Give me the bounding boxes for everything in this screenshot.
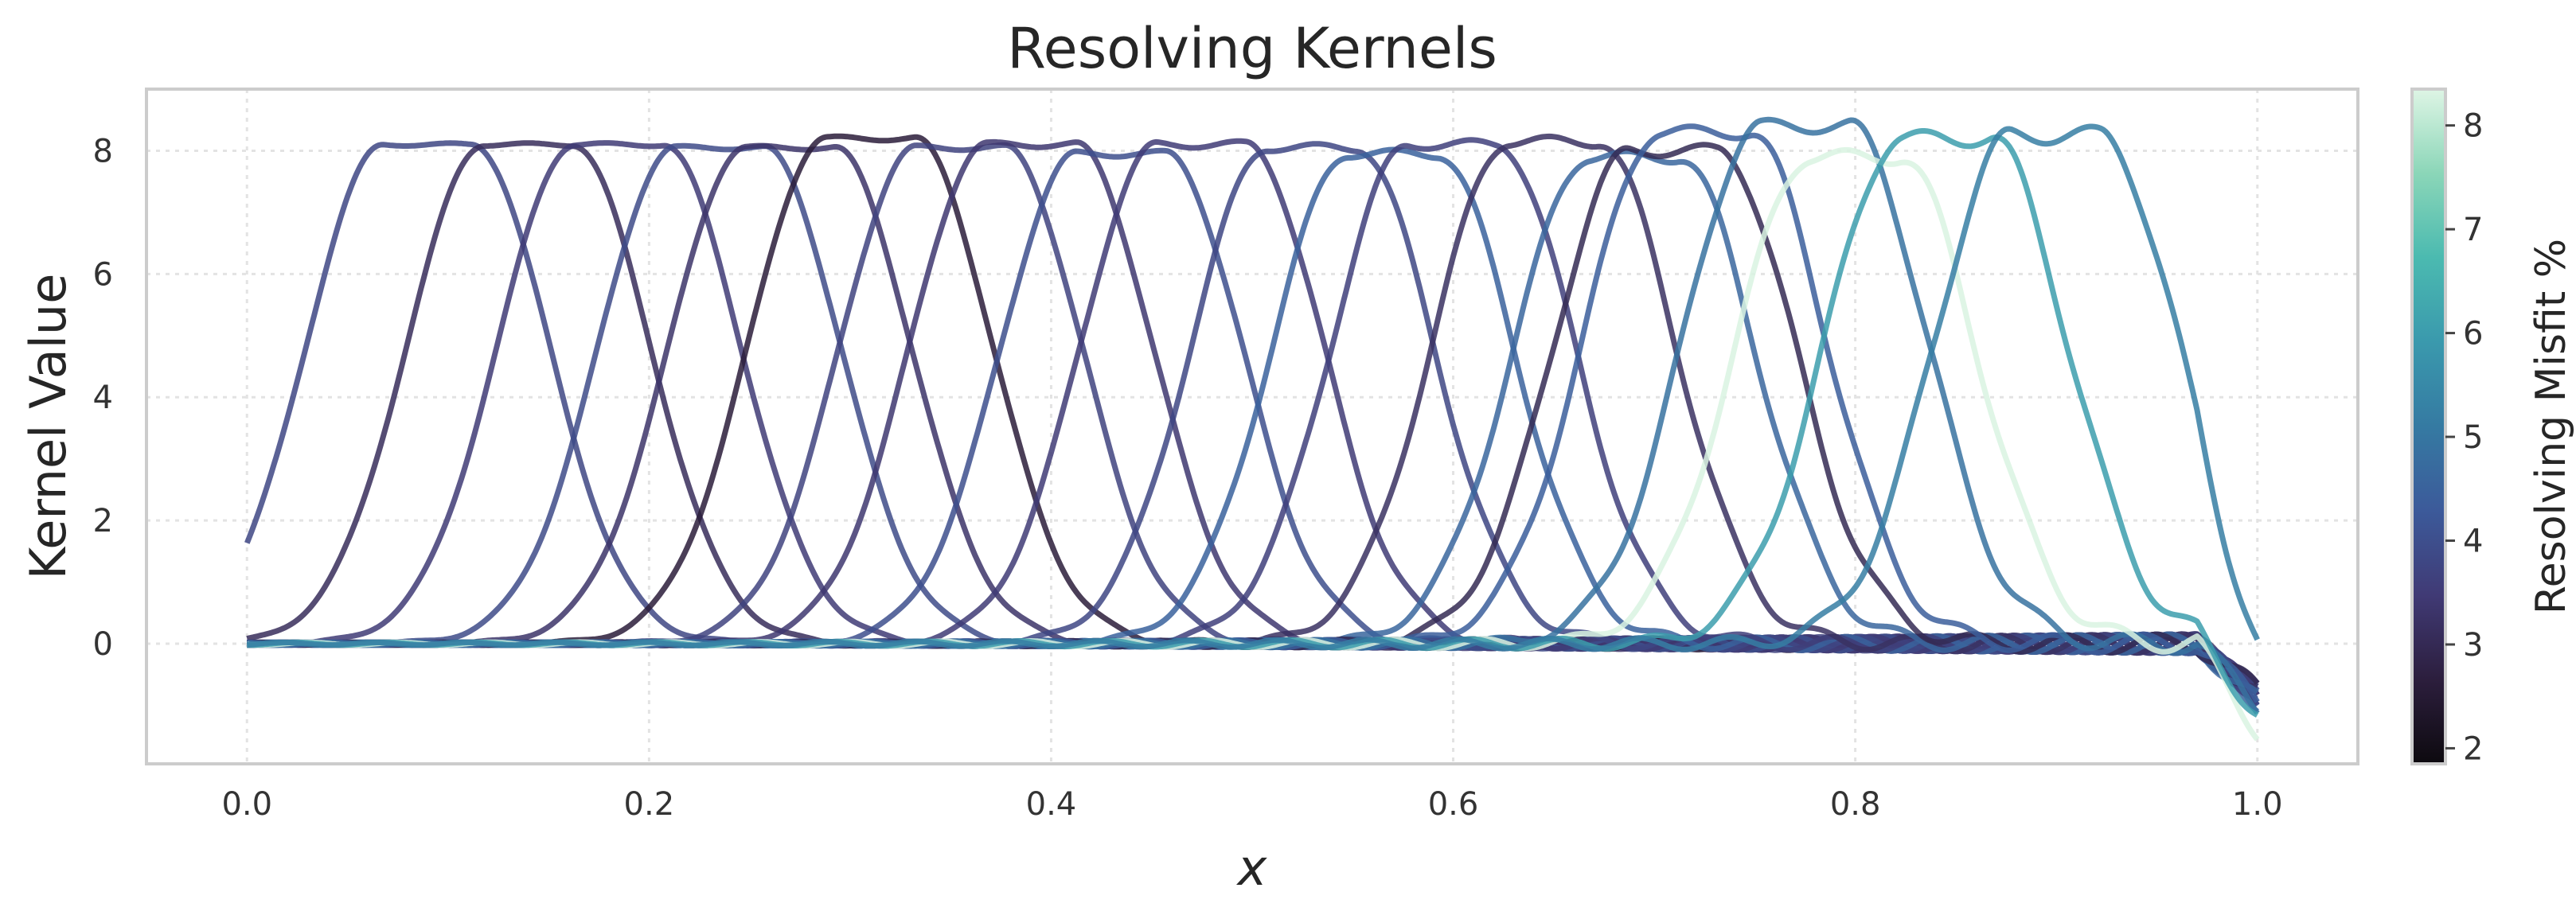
colorbar-tick-label: 7 (2463, 212, 2483, 248)
colorbar-tick-label: 2 (2463, 730, 2483, 767)
colorbar-tick-label: 3 (2463, 627, 2483, 664)
kernel-series (244, 116, 2260, 742)
x-tick-label: 0.4 (1026, 786, 1077, 823)
x-tick-label: 0.2 (624, 786, 675, 823)
colorbar-ticks: 2 3 4 5 6 7 8 (2445, 108, 2483, 767)
x-tick-label: 1.0 (2232, 786, 2283, 823)
x-tick-label: 0.0 (221, 786, 272, 823)
kernel-line (246, 123, 2260, 652)
colorbar-tick-label: 8 (2463, 108, 2483, 145)
chart-title: Resolving Kernels (1007, 16, 1497, 81)
y-axis-ticks: 0 2 4 6 8 (93, 133, 113, 663)
plot-frame (145, 88, 2359, 765)
colorbar: 2 3 4 5 6 7 8 Resolving Misfit % (2410, 88, 2575, 767)
y-tick-label: 4 (93, 380, 113, 416)
colorbar-fill (2412, 89, 2445, 764)
x-axis-label: x (1236, 839, 1268, 897)
colorbar-frame (2410, 88, 2447, 765)
x-tick-label: 0.6 (1428, 786, 1479, 823)
colorbar-tick-label: 4 (2463, 524, 2483, 560)
x-tick-label: 0.8 (1830, 786, 1881, 823)
y-tick-label: 6 (93, 256, 113, 293)
y-tick-label: 2 (93, 503, 113, 539)
y-tick-label: 8 (93, 133, 113, 169)
y-axis-label: Kernel Value (19, 274, 77, 580)
x-axis-ticks: 0.0 0.2 0.4 0.6 0.8 1.0 (221, 786, 2282, 823)
colorbar-tick-label: 5 (2463, 419, 2483, 456)
colorbar-tick-label: 6 (2463, 316, 2483, 352)
colorbar-label: Resolving Misfit % (2527, 239, 2575, 614)
y-tick-label: 0 (93, 626, 113, 663)
